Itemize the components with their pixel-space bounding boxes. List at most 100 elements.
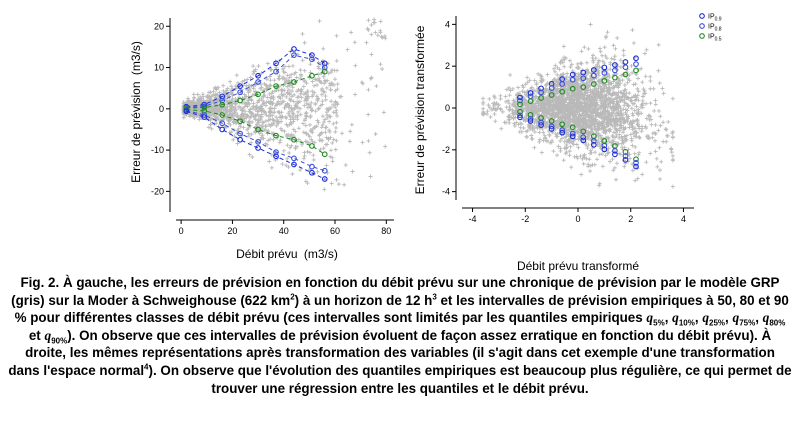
q50_lower-point	[273, 132, 279, 139]
grey-point	[620, 147, 625, 152]
grey-point	[658, 177, 663, 182]
grey-point	[548, 140, 553, 145]
grey-point	[510, 102, 515, 107]
grey-point	[656, 42, 661, 47]
grey-point	[590, 130, 595, 135]
grey-point	[191, 98, 196, 103]
grey-point	[610, 157, 615, 162]
grey-point	[316, 66, 321, 71]
grey-point	[574, 74, 579, 79]
grey-point	[583, 100, 588, 105]
grey-point	[579, 61, 584, 66]
grey-point	[609, 96, 614, 101]
right-y-axis-label: Erreur de prévision transformée	[413, 25, 427, 194]
grey-point	[280, 76, 285, 81]
q90_lower-point	[559, 129, 566, 136]
q80_upper-point	[569, 76, 576, 83]
grey-point	[315, 169, 320, 174]
grey-point	[539, 76, 544, 81]
right-quantile-points	[517, 55, 639, 170]
grey-point	[606, 82, 611, 87]
grey-point	[567, 100, 572, 105]
grey-point	[264, 113, 269, 118]
grey-point	[624, 133, 629, 138]
grey-point	[349, 30, 354, 35]
grey-point	[622, 88, 627, 93]
grey-point	[631, 41, 636, 46]
grey-point	[642, 88, 647, 93]
grey-point	[249, 111, 254, 116]
grey-point	[327, 114, 332, 119]
q90_lower-point	[219, 126, 226, 133]
legend-marker	[699, 33, 705, 39]
grey-point	[644, 160, 649, 165]
grey-point	[633, 144, 638, 149]
grey-point	[600, 59, 605, 64]
grey-point	[286, 111, 291, 116]
grey-point	[498, 107, 503, 112]
grey-point	[197, 117, 202, 122]
grey-point	[249, 132, 254, 137]
grey-point	[561, 44, 566, 49]
q80_lower-point	[590, 138, 597, 144]
q90_lower-point	[527, 118, 534, 124]
grey-point	[529, 136, 534, 141]
grey-point	[575, 93, 580, 98]
q90_lower-point	[633, 163, 639, 170]
grey-point	[369, 32, 374, 37]
grey-point	[565, 90, 570, 95]
grey-point	[612, 57, 617, 62]
q50_lower-point	[291, 136, 297, 143]
grey-point	[189, 100, 194, 105]
q90_upper-point	[622, 59, 629, 65]
grey-point	[211, 92, 216, 97]
grey-point	[617, 136, 622, 141]
grey-point	[300, 31, 305, 36]
grey-point	[565, 139, 570, 144]
grey-point	[572, 109, 577, 114]
grey-point	[607, 118, 612, 123]
grey-point	[244, 94, 249, 99]
grey-point	[604, 109, 609, 114]
grey-point	[553, 69, 558, 74]
grey-point	[296, 87, 301, 92]
grey-point	[211, 89, 216, 94]
grey-point	[316, 120, 321, 125]
grey-point	[670, 129, 675, 134]
grey-point	[539, 80, 544, 85]
q90_lower-point	[517, 114, 523, 121]
q80_upper-point	[590, 72, 597, 79]
grey-point	[615, 35, 620, 40]
grey-point	[657, 81, 662, 86]
grey-point	[295, 144, 300, 149]
grey-point	[506, 98, 511, 103]
q80_upper-point	[291, 52, 297, 58]
grey-point	[334, 33, 339, 38]
grey-point	[302, 79, 307, 84]
grey-point	[603, 153, 608, 158]
grey-point	[547, 112, 552, 117]
grey-point	[378, 30, 383, 35]
grey-point	[520, 83, 525, 88]
grey-point	[663, 127, 668, 132]
grey-point	[567, 138, 572, 143]
grey-point	[543, 88, 548, 93]
legend-entry: IP0.8	[708, 24, 722, 33]
grey-point	[553, 114, 558, 119]
grey-point	[621, 140, 626, 145]
grey-point	[216, 85, 221, 90]
grey-point	[623, 125, 628, 130]
q80_upper-point	[309, 56, 315, 63]
grey-point	[269, 152, 274, 157]
q50_upper-point	[527, 98, 534, 104]
grey-point	[510, 109, 515, 114]
grey-point	[290, 85, 295, 90]
grey-point	[599, 87, 604, 92]
grey-point	[295, 115, 300, 120]
grey-point	[618, 112, 623, 117]
grey-point	[308, 105, 313, 110]
grey-point	[334, 120, 339, 125]
grey-point	[281, 148, 286, 153]
x-tick-label: 4	[681, 214, 686, 224]
grey-point	[565, 71, 570, 76]
